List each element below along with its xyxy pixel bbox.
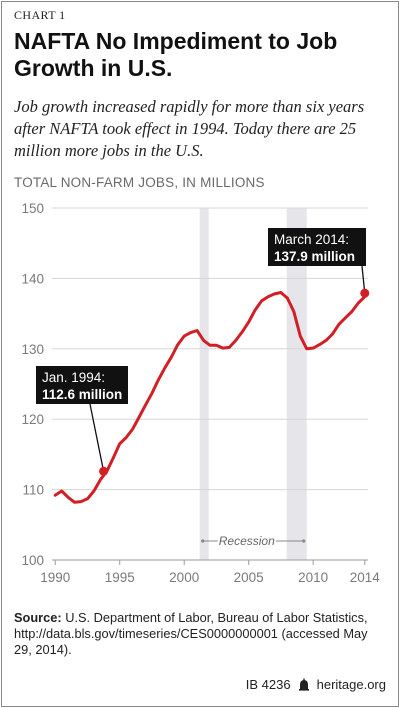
x-tick-label: 1990 <box>40 570 70 585</box>
source-label: Source: <box>14 610 62 625</box>
annotation-box <box>36 366 128 404</box>
recession-band <box>199 208 209 560</box>
recession-bracket-end <box>302 539 306 543</box>
annotation-box <box>268 228 366 266</box>
y-tick-label: 110 <box>22 483 44 498</box>
recession-label: Recession <box>219 534 275 548</box>
report-id: IB 4236 <box>245 677 291 692</box>
annotation-label: March 2014: <box>274 232 349 247</box>
y-axis-title: TOTAL NON-FARM JOBS, IN MILLIONS <box>14 175 265 190</box>
annotation-label: Jan. 1994: <box>42 370 105 385</box>
source-note: Source: U.S. Department of Labor, Bureau… <box>14 610 386 658</box>
footer-credit: IB 4236 heritage.org <box>246 677 386 692</box>
recession-bracket-end <box>201 539 205 543</box>
annotation-value: 137.9 million <box>274 249 355 264</box>
chart-title: NAFTA No Impediment to Job Growth in U.S… <box>14 28 338 81</box>
data-point-marker <box>360 288 370 298</box>
y-tick-label: 120 <box>21 412 44 427</box>
y-tick-label: 140 <box>21 271 44 286</box>
site-name: heritage.org <box>316 677 386 692</box>
source-text: U.S. Department of Labor, Bureau of Labo… <box>14 610 368 657</box>
x-tick-label: 2014 <box>350 570 381 585</box>
x-tick-label: 2010 <box>298 570 328 585</box>
x-tick-label: 2000 <box>169 570 199 585</box>
y-tick-label: 100 <box>21 553 44 568</box>
recession-band <box>286 208 307 560</box>
annotation-leader <box>361 265 366 294</box>
x-tick-label: 1995 <box>105 570 135 585</box>
y-tick-label: 130 <box>21 342 44 357</box>
series-line <box>53 291 369 504</box>
annotation-value: 112.6 million <box>42 387 122 402</box>
x-tick-label: 2005 <box>234 570 264 585</box>
chart-label: CHART 1 <box>14 8 66 22</box>
liberty-bell-icon <box>298 678 309 691</box>
annotation-leader <box>89 403 105 472</box>
y-tick-label: 150 <box>21 201 44 216</box>
data-point-marker <box>99 466 109 476</box>
chart-subtitle: Job growth increased rapidly for more th… <box>14 97 365 160</box>
